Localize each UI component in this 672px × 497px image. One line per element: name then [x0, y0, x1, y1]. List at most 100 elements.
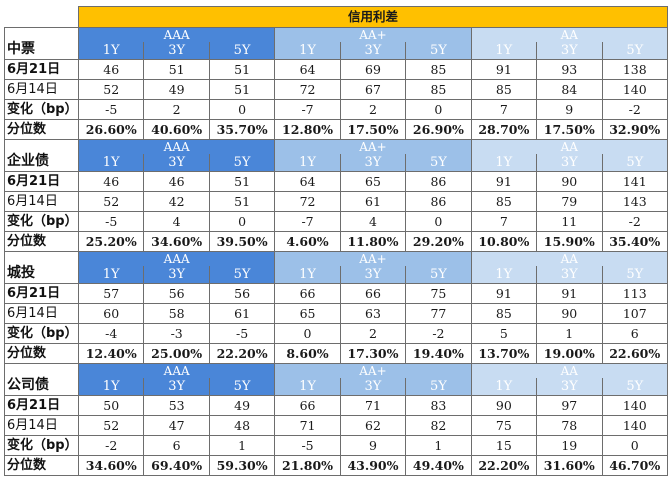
table-cell: 58	[143, 303, 210, 324]
table-cell: 79	[536, 191, 603, 212]
grade-label: AA+	[274, 27, 472, 42]
table-cell: 1	[536, 323, 603, 344]
row-label: 6月21日	[4, 395, 79, 416]
table-cell: 46	[143, 171, 210, 192]
table-cell: 83	[405, 395, 472, 416]
table-cell: 51	[208, 191, 276, 212]
row-label: 6月21日	[4, 59, 79, 80]
table-cell: 97	[536, 395, 603, 416]
table-cell: 4.60%	[274, 231, 341, 252]
table-row: 分位数 34.60% 69.40% 59.30% 21.80% 43.90% 49.40% 2…	[4, 455, 668, 476]
row-label: 分位数	[4, 343, 79, 364]
table-cell: 0	[208, 99, 276, 120]
table-cell: -2	[77, 435, 145, 456]
grade-label: AAA	[77, 363, 276, 378]
tenor-label: 1Y	[77, 266, 145, 284]
table-cell: 84	[536, 79, 603, 100]
table-cell: 6	[143, 435, 210, 456]
table-row: 6月21日 57 56 56 66 66 75 91 91 113	[4, 283, 668, 304]
tenor-label: 3Y	[339, 42, 407, 60]
table-cell: 46	[77, 171, 145, 192]
table-cell: 56	[208, 283, 276, 304]
table-cell: 22.60%	[601, 343, 668, 364]
grade-label: AAA	[77, 27, 276, 42]
table-cell: 75	[470, 415, 538, 436]
table-cell: 22.20%	[208, 343, 276, 364]
table-cell: 0	[405, 211, 472, 232]
table-cell: 40.60%	[143, 119, 210, 140]
table-cell: 34.60%	[143, 231, 210, 252]
table-cell: 26.90%	[405, 119, 472, 140]
table-cell: 51	[208, 59, 276, 80]
table-cell: 17.30%	[339, 343, 407, 364]
table-cell: 0	[405, 99, 472, 120]
table-row: 变化（bp） -5 4 0 -7 4 0 7 11 -2	[4, 211, 668, 232]
section-name: 公司债	[4, 363, 79, 396]
table-cell: 141	[601, 171, 668, 192]
table-cell: 49	[143, 79, 210, 100]
tenor-label: 5Y	[208, 154, 276, 172]
grade-header-row: 企业债 AAA AA+ AA	[4, 139, 669, 172]
table-cell: 35.70%	[208, 119, 276, 140]
table-cell: 17.50%	[339, 119, 407, 140]
table-cell: 63	[339, 303, 407, 324]
table-row: 6月14日 52 47 48 71 62 82 75 78 140	[4, 415, 668, 436]
table-cell: 19.40%	[405, 343, 472, 364]
table-cell: 85	[405, 79, 472, 100]
table-cell: 91	[470, 59, 538, 80]
table-cell: 85	[405, 59, 472, 80]
row-label: 变化（bp）	[4, 435, 79, 456]
table-cell: 82	[405, 415, 472, 436]
grade-label: AA+	[274, 139, 472, 154]
table-cell: 50	[77, 395, 145, 416]
grade-label: AA	[470, 139, 669, 154]
table-row: 变化（bp） -2 6 1 -5 9 1 15 19 0	[4, 435, 668, 456]
table-cell: 53	[143, 395, 210, 416]
table-cell: 28.70%	[470, 119, 538, 140]
table-cell: 72	[274, 191, 341, 212]
tenor-label: 3Y	[536, 378, 603, 396]
table-cell: -3	[143, 323, 210, 344]
table-cell: 90	[536, 171, 603, 192]
table-cell: 0	[274, 323, 341, 344]
grade-header-row: 城投 AAA AA+ AA	[4, 251, 669, 284]
table-cell: 35.40%	[601, 231, 668, 252]
table-row: 变化（bp） -5 2 0 -7 2 0 7 9 -2	[4, 99, 668, 120]
tenor-label: 5Y	[405, 154, 472, 172]
table-cell: 52	[77, 191, 145, 212]
table-cell: -2	[601, 211, 668, 232]
table-cell: 52	[77, 415, 145, 436]
table-row: 分位数 12.40% 25.00% 22.20% 8.60% 17.30% 19.40% 13…	[4, 343, 668, 364]
table-cell: 49	[208, 395, 276, 416]
table-cell: 25.00%	[143, 343, 210, 364]
table-cell: 1	[208, 435, 276, 456]
table-cell: 57	[77, 283, 145, 304]
table-cell: 4	[339, 211, 407, 232]
table-cell: 85	[470, 191, 538, 212]
table-cell: 19.00%	[536, 343, 603, 364]
table-cell: 64	[274, 171, 341, 192]
section-name: 中票	[4, 27, 79, 60]
tenor-label: 3Y	[339, 266, 407, 284]
tenor-label: 3Y	[339, 154, 407, 172]
table-cell: -5	[77, 99, 145, 120]
table-row: 6月14日 52 42 51 72 61 86 85 79 143	[4, 191, 668, 212]
title-row: 信用利差	[4, 6, 668, 28]
table-cell: 52	[77, 79, 145, 100]
table-cell: 49.40%	[405, 455, 472, 476]
row-label: 6月21日	[4, 283, 79, 304]
tenor-label: 5Y	[601, 42, 668, 60]
table-cell: 12.40%	[77, 343, 145, 364]
tenor-header-row: 1Y 3Y 5Y 1Y 3Y 5Y 1Y 3Y 5Y	[5, 378, 668, 396]
grade-label: AA	[470, 251, 669, 266]
table-row: 6月14日 52 49 51 72 67 85 85 84 140	[4, 79, 668, 100]
table-cell: 13.70%	[470, 343, 538, 364]
grade-header-row: 公司债 AAA AA+ AA	[4, 363, 669, 396]
table-cell: 22.20%	[470, 455, 538, 476]
table-cell: 107	[601, 303, 668, 324]
table-cell: -7	[274, 99, 341, 120]
table-cell: 25.20%	[77, 231, 145, 252]
tenor-label: 3Y	[143, 154, 210, 172]
table-cell: 31.60%	[536, 455, 603, 476]
table-cell: 10.80%	[470, 231, 538, 252]
